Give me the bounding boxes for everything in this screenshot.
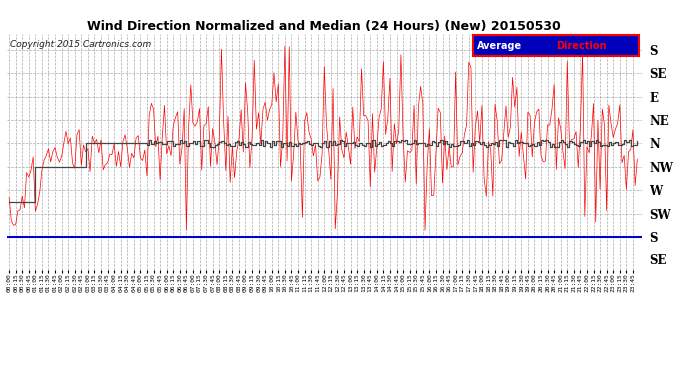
Text: Direction: Direction <box>556 40 607 51</box>
Text: Average: Average <box>477 40 522 51</box>
Title: Wind Direction Normalized and Median (24 Hours) (New) 20150530: Wind Direction Normalized and Median (24… <box>88 20 561 33</box>
FancyBboxPatch shape <box>473 35 638 56</box>
Text: Copyright 2015 Cartronics.com: Copyright 2015 Cartronics.com <box>10 40 151 49</box>
